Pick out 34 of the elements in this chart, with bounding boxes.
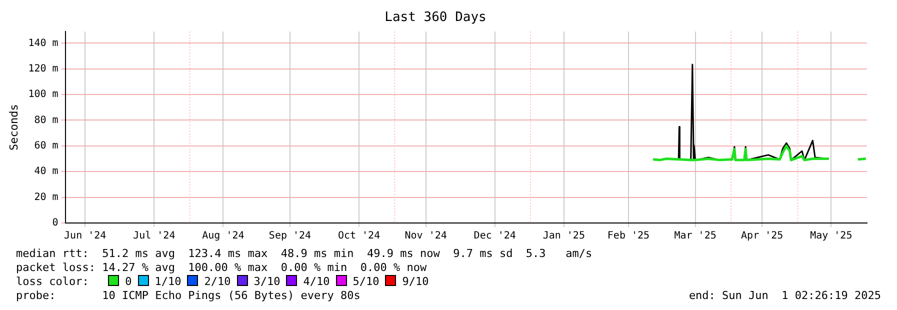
legend-label: 3/10: [254, 275, 280, 288]
x-tick-label: Jul '24: [133, 230, 176, 242]
y-tick-label: 120 m: [28, 63, 58, 74]
x-tick-label: Mar '25: [674, 230, 716, 242]
text: end: Sun Jun 1 02:26:19 2025: [688, 289, 881, 303]
text: probe: 10 ICMP Echo Pings (56 Bytes) every 80s: [16, 289, 360, 302]
x-tick-label: Nov '24: [404, 230, 447, 242]
y-axis-title: Seconds: [7, 104, 20, 150]
y-tick-label: 20 m: [34, 192, 58, 203]
x-tick-label: Apr '25: [741, 230, 784, 242]
x-tick-label: May '25: [810, 230, 852, 242]
text: median rtt: 51.2 ms avg 123.4 ms max 48.9 ms min 49.9 ms now 9.7 ms sd 5.3 am/s: [16, 247, 594, 261]
legend-label: 0: [125, 275, 132, 288]
x-tick-label: Aug '24: [202, 230, 244, 242]
legend-label: 2/10: [204, 275, 231, 288]
x-tick-label: Feb '25: [607, 230, 650, 242]
y-tick-label: 100 m: [28, 89, 58, 100]
y-tick-label: 140 m: [28, 38, 58, 49]
x-tick-label: Sep '24: [268, 230, 312, 242]
x-tick-label: Jun '24: [64, 230, 106, 242]
legend-label: 9/10: [402, 275, 429, 288]
y-tick-label: 40 m: [34, 166, 58, 178]
legend-label: 1/10: [154, 275, 182, 288]
x-tick-label: Oct '24: [338, 230, 380, 242]
legend-title: loss color:: [16, 275, 90, 288]
x-tick-label: Jan '25: [542, 230, 585, 242]
x-tick-label: Dec '24: [474, 230, 516, 242]
legend-label: 4/10: [303, 275, 330, 288]
y-tick-label: 0: [52, 218, 58, 229]
y-tick-label: 80 m: [34, 114, 58, 126]
text: packet loss: 14.27 % avg 100.00 % max 0.00 % min 0.00 % now: [16, 261, 428, 275]
y-tick-label: 60 m: [34, 140, 58, 152]
legend-label: 5/10: [352, 275, 380, 288]
chart-title: Last 360 Days: [384, 10, 486, 26]
